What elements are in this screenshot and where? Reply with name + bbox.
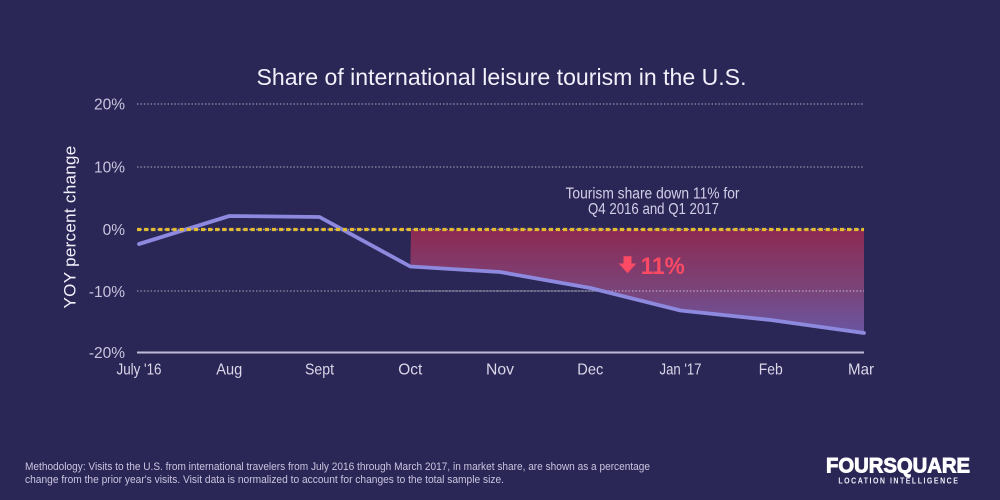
svg-text:-10%: -10%	[89, 284, 125, 301]
svg-text:FOURSQUARE: FOURSQUARE	[826, 453, 970, 477]
svg-text:20%: 20%	[94, 97, 125, 114]
svg-text:Share of international leisure: Share of international leisure tourism i…	[257, 64, 747, 90]
svg-text:LOCATION INTELLIGENCE: LOCATION INTELLIGENCE	[838, 476, 959, 485]
svg-text:YOY percent change: YOY percent change	[61, 146, 80, 309]
svg-text:Jan '17: Jan '17	[660, 362, 702, 379]
svg-text:Sept: Sept	[305, 362, 335, 379]
svg-text:Q4 2016 and Q1 2017: Q4 2016 and Q1 2017	[588, 201, 719, 218]
svg-text:10%: 10%	[94, 160, 125, 177]
svg-text:Aug: Aug	[216, 362, 242, 379]
svg-text:Feb: Feb	[759, 362, 783, 379]
svg-text:Methodology: Visits to the U.S: Methodology: Visits to the U.S. from int…	[25, 461, 650, 473]
svg-text:change from the prior year's v: change from the prior year's visits. Vis…	[25, 474, 504, 486]
svg-text:Dec: Dec	[577, 362, 603, 379]
svg-text:Nov: Nov	[486, 362, 514, 379]
svg-text:Tourism share down 11% for: Tourism share down 11% for	[566, 185, 740, 202]
svg-text:Oct: Oct	[398, 362, 423, 379]
svg-text:July '16: July '16	[117, 362, 162, 379]
svg-text:Mar: Mar	[848, 362, 874, 379]
svg-text:0%: 0%	[103, 222, 126, 239]
svg-text:11%: 11%	[641, 253, 685, 280]
svg-text:-20%: -20%	[89, 345, 125, 362]
